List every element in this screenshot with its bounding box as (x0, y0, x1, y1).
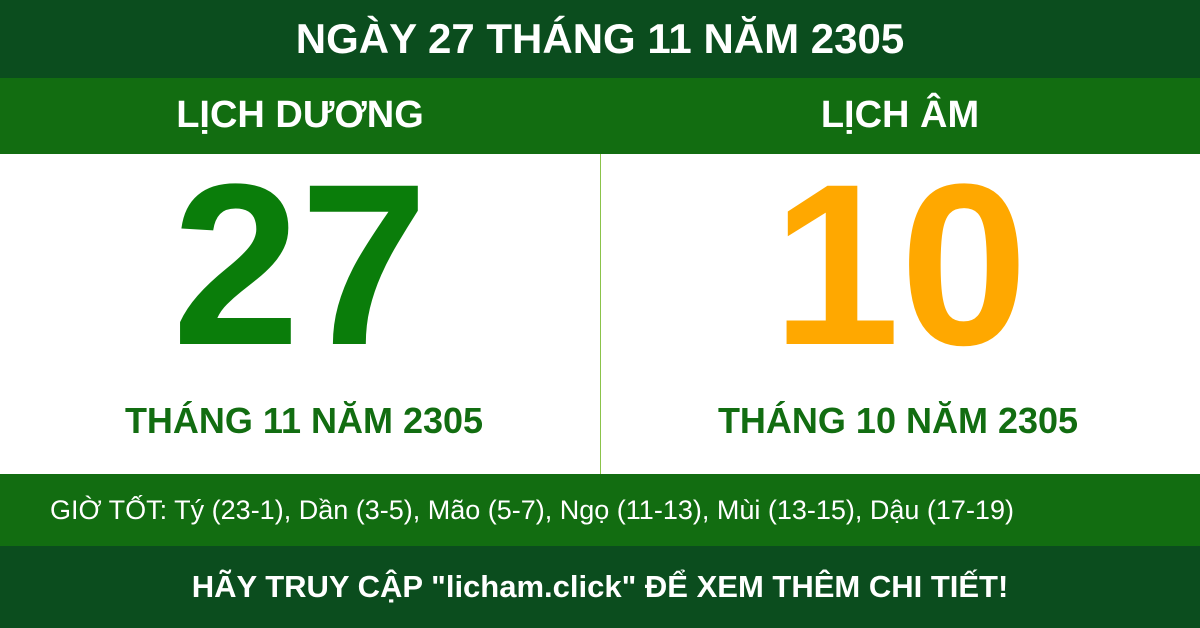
divider (600, 154, 601, 474)
solar-month-year: THÁNG 11 NĂM 2305 (124, 400, 484, 441)
solar-label: LỊCH DƯƠNG (176, 94, 424, 136)
good-hours: GIỜ TỐT: Tý (23-1), Dần (3-5), Mão (5-7)… (0, 474, 1200, 546)
lunar-day: 10 (772, 136, 1028, 393)
label-bar (0, 78, 1200, 154)
lunar-month-year: THÁNG 10 NĂM 2305 (717, 400, 1079, 441)
solar-day: 27 (172, 136, 428, 393)
lunar-label: LỊCH ÂM (820, 94, 980, 136)
footer: HÃY TRUY CẬP "licham.click" ĐỂ XEM THÊM … (0, 546, 1200, 628)
header-title: NGÀY 27 THÁNG 11 NĂM 2305 (0, 0, 1200, 78)
